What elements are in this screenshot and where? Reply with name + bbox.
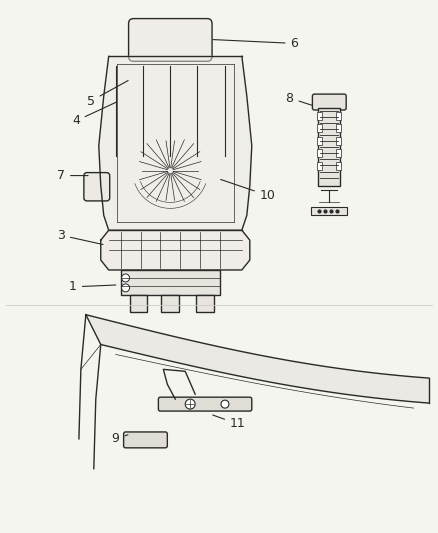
Bar bbox=[318, 108, 340, 185]
FancyBboxPatch shape bbox=[84, 173, 110, 201]
FancyBboxPatch shape bbox=[124, 432, 167, 448]
Bar bbox=[318, 124, 322, 132]
Polygon shape bbox=[99, 56, 252, 230]
Text: 10: 10 bbox=[221, 180, 276, 202]
Text: 9: 9 bbox=[112, 432, 128, 446]
Text: 11: 11 bbox=[213, 415, 246, 431]
FancyBboxPatch shape bbox=[129, 19, 212, 61]
Circle shape bbox=[122, 284, 130, 292]
Bar bbox=[196, 295, 214, 312]
Text: 4: 4 bbox=[72, 102, 116, 127]
Bar bbox=[318, 161, 322, 169]
Text: 1: 1 bbox=[69, 280, 116, 293]
Text: 6: 6 bbox=[213, 37, 298, 50]
FancyBboxPatch shape bbox=[312, 94, 346, 110]
Bar bbox=[336, 149, 341, 157]
Bar bbox=[311, 207, 347, 215]
Text: 5: 5 bbox=[87, 80, 128, 108]
Bar bbox=[120, 270, 220, 295]
Bar bbox=[130, 295, 148, 312]
Bar bbox=[336, 112, 341, 120]
Bar bbox=[336, 124, 341, 132]
Bar bbox=[336, 161, 341, 169]
Circle shape bbox=[185, 399, 195, 409]
Circle shape bbox=[221, 400, 229, 408]
Bar bbox=[161, 295, 179, 312]
Bar bbox=[318, 149, 322, 157]
Circle shape bbox=[122, 274, 130, 282]
Polygon shape bbox=[86, 314, 429, 403]
Text: 8: 8 bbox=[286, 92, 312, 105]
Polygon shape bbox=[101, 230, 250, 270]
Text: 3: 3 bbox=[57, 229, 103, 245]
Bar bbox=[318, 137, 322, 145]
FancyBboxPatch shape bbox=[159, 397, 252, 411]
Bar bbox=[318, 112, 322, 120]
Text: 7: 7 bbox=[57, 169, 88, 182]
Bar bbox=[336, 137, 341, 145]
